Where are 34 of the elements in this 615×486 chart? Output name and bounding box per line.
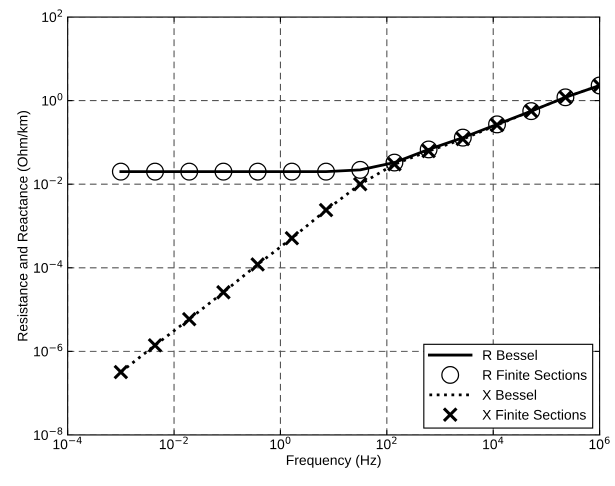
point [317, 162, 336, 181]
y-tick-label: 10$^{2}$ [42, 9, 62, 22]
x-tick-label: 10$^{−2}$ [160, 436, 188, 450]
y-tick-label: 10$^{−2}$ [34, 176, 62, 190]
point [216, 284, 232, 300]
point [146, 162, 164, 181]
x-tick-label: 10$^{2}$ [376, 436, 397, 450]
point [113, 364, 129, 380]
legend-label: X Bessel [482, 390, 536, 400]
y-tick-label: 10$^{0}$ [42, 92, 62, 106]
legend-label: R Finite Sections [483, 370, 587, 380]
point [181, 311, 198, 327]
point [284, 230, 300, 246]
point [351, 160, 370, 179]
point [147, 337, 163, 354]
point [420, 140, 438, 158]
point [352, 176, 368, 192]
point [250, 256, 266, 272]
y-axis-title: Resistance and Reactance (Ohm/km) [17, 111, 30, 341]
y-tick-label: 10$^{−4}$ [34, 260, 62, 273]
point [318, 202, 334, 218]
x-tick-label: 10$^{6}$ [590, 436, 610, 450]
point [282, 162, 301, 181]
legend-label: R Bessel [483, 350, 537, 360]
point [420, 143, 436, 159]
point [214, 162, 232, 181]
y-tick-label: 10$^{−6}$ [34, 344, 62, 356]
point [180, 162, 198, 181]
x-tick-label: 10$^{0}$ [270, 436, 290, 450]
x-tick-label: 10$^{4}$ [483, 436, 504, 450]
legend-label: X Finite Sections [482, 410, 586, 420]
x-axis-title: Frequency (Hz) [286, 454, 381, 468]
point [248, 162, 267, 181]
point [112, 162, 130, 181]
